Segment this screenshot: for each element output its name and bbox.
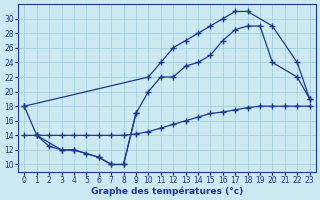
X-axis label: Graphe des températures (°c): Graphe des températures (°c) <box>91 186 243 196</box>
